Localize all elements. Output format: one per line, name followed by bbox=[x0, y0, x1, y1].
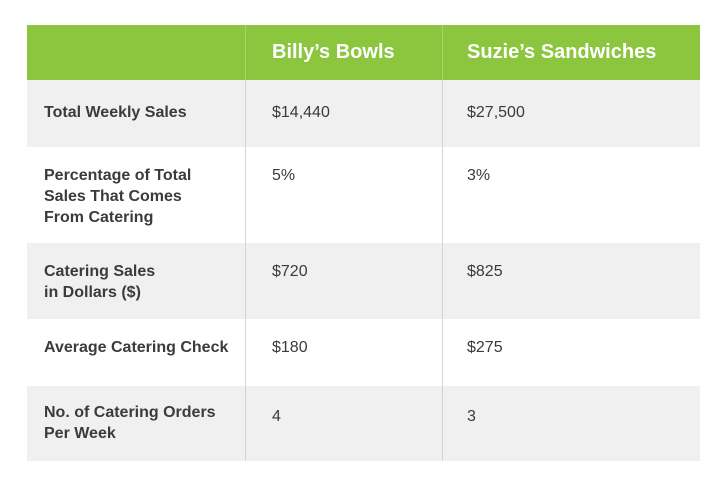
table-row: Total Weekly Sales $14,440 $27,500 bbox=[27, 80, 700, 147]
row-label: Average Catering Check bbox=[44, 339, 229, 356]
table-row: Percentage of Total Sales That Comes Fro… bbox=[27, 147, 700, 243]
table-row: Average Catering Check $180 $275 bbox=[27, 319, 700, 386]
billys-value: $180 bbox=[245, 319, 442, 386]
table-row: No. of Catering Orders Per Week 4 3 bbox=[27, 386, 700, 461]
suzies-value: 3 bbox=[442, 386, 700, 461]
row-label: No. of Catering Orders Per Week bbox=[44, 404, 216, 442]
suzies-value: $825 bbox=[442, 243, 700, 319]
row-label: Percentage of Total Sales That Comes Fro… bbox=[44, 167, 192, 226]
table-header-row: Billy’s Bowls Suzie’s Sandwiches bbox=[27, 25, 700, 80]
table-row: Catering Sales in Dollars ($) $720 $825 bbox=[27, 243, 700, 319]
suzies-value: $27,500 bbox=[442, 80, 700, 147]
row-label: Catering Sales in Dollars ($) bbox=[44, 263, 156, 301]
suzies-value: $275 bbox=[442, 319, 700, 386]
billys-value: $720 bbox=[245, 243, 442, 319]
billys-value: $14,440 bbox=[245, 80, 442, 147]
suzies-value: 3% bbox=[442, 147, 700, 243]
header-billys-bowls: Billy’s Bowls bbox=[245, 25, 442, 80]
comparison-table: Billy’s Bowls Suzie’s Sandwiches Total W… bbox=[27, 25, 700, 461]
billys-value: 5% bbox=[245, 147, 442, 243]
billys-value: 4 bbox=[245, 386, 442, 461]
header-suzies-sandwiches: Suzie’s Sandwiches bbox=[442, 25, 700, 80]
header-empty-cell bbox=[27, 25, 245, 80]
row-label: Total Weekly Sales bbox=[44, 104, 187, 121]
